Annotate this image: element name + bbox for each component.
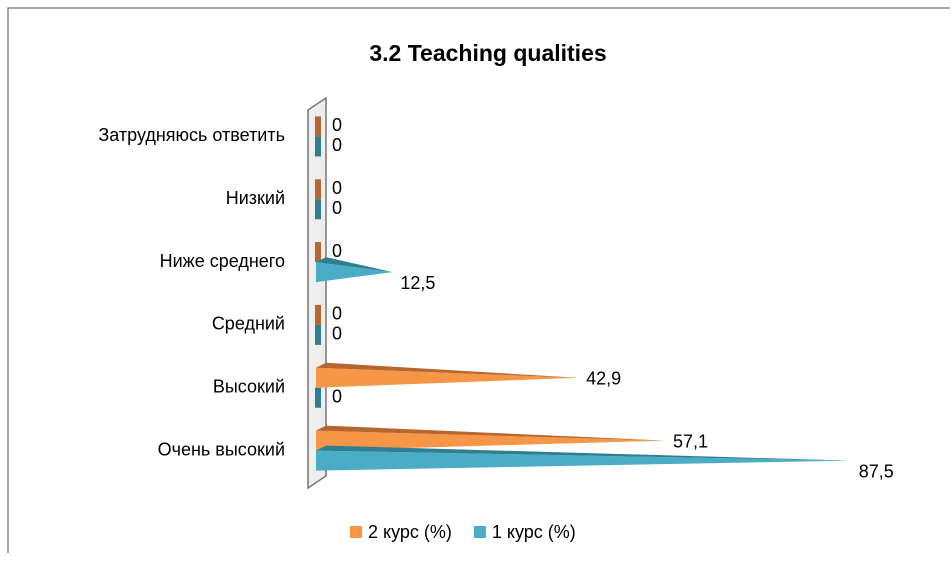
data-label: 57,1: [673, 431, 708, 451]
bar-top: [316, 425, 665, 441]
y-tick-label: Высокий: [213, 377, 285, 397]
bar-face: [315, 199, 321, 220]
bar-top: [316, 445, 851, 461]
y-tick-label: Ниже среднего: [160, 251, 285, 271]
data-label: 0: [332, 241, 342, 261]
bar: [315, 199, 321, 220]
y-tick-label: Средний: [212, 314, 285, 334]
bar: [316, 257, 393, 283]
legend-swatch: [473, 526, 486, 538]
bar-face: [315, 304, 321, 325]
bar-face: [315, 324, 321, 345]
data-label: 0: [332, 178, 342, 198]
bar-top: [316, 362, 579, 378]
bar-top: [316, 257, 393, 273]
bar-face: [315, 387, 321, 408]
legend-label: 2 курс (%): [368, 522, 452, 542]
legend-swatch: [350, 526, 362, 538]
bar: [315, 387, 321, 408]
data-label: 0: [332, 324, 342, 344]
chart-frame: [7, 7, 950, 553]
bar: [315, 242, 321, 263]
data-label: 0: [332, 115, 342, 135]
data-label: 0: [332, 304, 342, 324]
data-label: 0: [332, 198, 342, 218]
legend-label: 1 курс (%): [492, 522, 576, 542]
bar: [315, 304, 321, 325]
data-label: 42,9: [586, 369, 621, 389]
bar-face: [316, 430, 665, 451]
y-tick-label: Затрудняюсь ответить: [98, 125, 285, 145]
data-label: 12,5: [400, 273, 435, 293]
bar: [315, 324, 321, 345]
bar: [316, 362, 579, 388]
bar-face: [315, 136, 321, 157]
back-wall: [307, 96, 327, 490]
bar: [315, 116, 321, 137]
bar: [316, 445, 851, 471]
bar-face: [315, 179, 321, 200]
bar: [315, 136, 321, 157]
bar-face: [315, 116, 321, 137]
data-label: 0: [332, 387, 342, 407]
bar-face: [316, 450, 851, 471]
data-label: 87,5: [859, 461, 894, 481]
bar-face: [316, 262, 393, 283]
chart-title: 3.2 Teaching qualities: [369, 40, 606, 66]
bar-face: [316, 367, 579, 388]
bar-face: [315, 242, 321, 263]
bar: [315, 179, 321, 200]
bar: [316, 425, 665, 451]
y-tick-label: Очень высокий: [158, 439, 285, 459]
y-tick-label: Низкий: [226, 188, 285, 208]
data-label: 0: [332, 135, 342, 155]
